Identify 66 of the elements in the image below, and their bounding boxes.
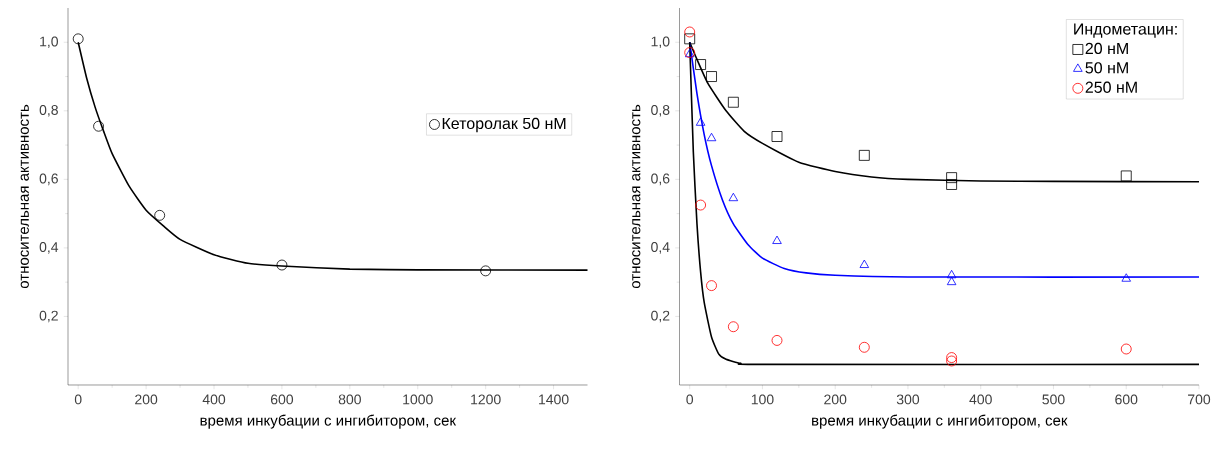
x-tick-label: 400 bbox=[969, 394, 992, 405]
point bbox=[684, 26, 696, 38]
point bbox=[695, 199, 707, 211]
point bbox=[859, 259, 870, 268]
x-tick-label: 400 bbox=[202, 394, 226, 405]
y-tick-label: 1,0 bbox=[40, 36, 59, 49]
x-tick-label: 500 bbox=[1042, 394, 1065, 405]
point bbox=[276, 259, 288, 271]
x-tick-label: 1400 bbox=[539, 394, 569, 405]
y-axis-title: относительная активность bbox=[632, 104, 641, 289]
legend-label: 20 нМ bbox=[1085, 42, 1128, 55]
y-tick-label: 0,2 bbox=[39, 310, 58, 323]
point bbox=[728, 192, 739, 202]
x-tick-label: 200 bbox=[135, 394, 158, 405]
x-tick-label: 300 bbox=[896, 394, 920, 405]
y-axis-title: относительная активность bbox=[20, 104, 29, 289]
legend-label: 250 нМ bbox=[1085, 81, 1137, 93]
point bbox=[946, 352, 958, 363]
y-tick-label: 0,8 bbox=[651, 105, 670, 117]
x-axis-title: время инкубации с ингибитором, сек bbox=[200, 414, 457, 429]
point bbox=[727, 96, 739, 108]
point bbox=[727, 321, 739, 333]
point bbox=[858, 341, 870, 353]
legend-label: Кеторолак 50 нМ bbox=[442, 117, 566, 133]
point bbox=[684, 33, 696, 45]
x-tick-label: 0 bbox=[686, 394, 694, 405]
point bbox=[154, 209, 166, 221]
legend-title: Индометацин: bbox=[1074, 23, 1177, 38]
y-tick-label: 0,2 bbox=[651, 310, 670, 323]
point bbox=[858, 149, 870, 161]
point bbox=[946, 172, 958, 184]
point bbox=[771, 335, 783, 346]
point bbox=[1120, 170, 1132, 182]
x-tick-label: 1200 bbox=[471, 394, 501, 405]
point bbox=[946, 269, 957, 279]
point bbox=[772, 235, 782, 244]
point bbox=[946, 355, 958, 367]
x-tick-label: 800 bbox=[338, 394, 361, 405]
legend-label: 50 нМ bbox=[1085, 62, 1128, 74]
y-tick-label: 0,6 bbox=[651, 173, 670, 186]
y-tick-label: 0,4 bbox=[651, 242, 670, 254]
x-tick-label: 0 bbox=[74, 394, 82, 405]
point bbox=[1121, 273, 1131, 282]
point bbox=[93, 120, 104, 132]
point bbox=[946, 276, 957, 286]
x-tick-label: 700 bbox=[1188, 394, 1211, 405]
point bbox=[946, 179, 958, 190]
y-tick-label: 0,6 bbox=[39, 173, 58, 186]
x-tick-label: 1000 bbox=[403, 394, 433, 405]
x-tick-label: 200 bbox=[824, 394, 847, 405]
point bbox=[771, 131, 783, 142]
y-tick-label: 0,4 bbox=[39, 242, 59, 254]
x-tick-label: 600 bbox=[270, 394, 294, 405]
x-axis-title: время инкубации с ингибитором, сек bbox=[812, 414, 1068, 429]
point bbox=[695, 59, 707, 70]
x-tick-label: 100 bbox=[751, 394, 774, 405]
point bbox=[480, 265, 492, 277]
y-tick-label: 1,0 bbox=[651, 36, 670, 49]
x-tick-label: 600 bbox=[1115, 394, 1138, 405]
point bbox=[706, 132, 717, 142]
point bbox=[695, 117, 706, 126]
y-tick-label: 0,8 bbox=[39, 105, 58, 117]
point bbox=[1120, 343, 1132, 355]
point bbox=[72, 33, 84, 45]
point bbox=[706, 71, 717, 82]
point bbox=[706, 280, 717, 291]
